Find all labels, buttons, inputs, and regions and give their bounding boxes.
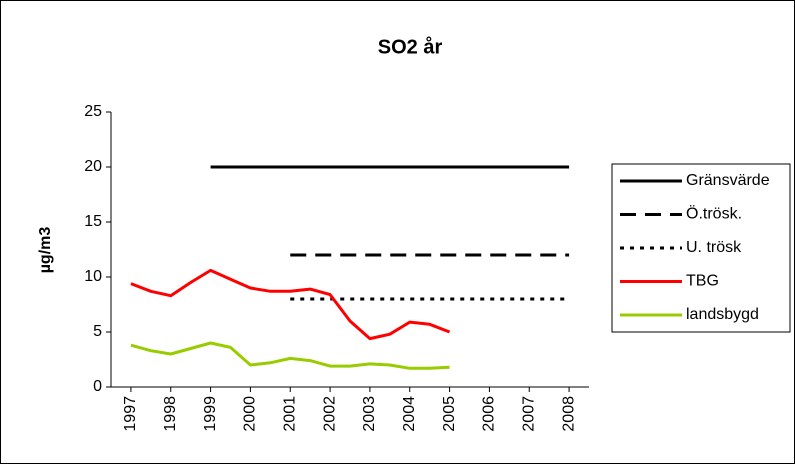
y-tick-label: 25 xyxy=(84,103,102,120)
series-line xyxy=(130,341,450,370)
y-tick-label: 10 xyxy=(84,268,102,285)
x-tick-label: 2000 xyxy=(242,396,259,432)
x-tick-label: 2001 xyxy=(281,396,298,432)
legend-label: U. trösk xyxy=(686,239,742,256)
x-tick-label: 2006 xyxy=(481,396,498,432)
x-tick-label: 1997 xyxy=(122,396,139,432)
chart-title: SO2 år xyxy=(378,35,443,58)
x-tick-label: 1999 xyxy=(202,396,219,432)
legend-label: landsbygd xyxy=(686,306,759,323)
y-axis-label: µg/m3 xyxy=(37,227,54,274)
legend-label: Gränsvärde xyxy=(686,172,770,189)
x-tick-label: 2008 xyxy=(560,396,577,432)
y-tick-label: 20 xyxy=(84,158,102,175)
legend-label: TBG xyxy=(686,273,719,290)
series-line xyxy=(130,268,451,341)
legend-label: Ö.trösk. xyxy=(686,205,742,223)
x-tick-label: 1998 xyxy=(162,396,179,432)
y-tick-label: 5 xyxy=(93,323,102,340)
y-tick-label: 0 xyxy=(93,378,102,395)
x-tick-label: 2003 xyxy=(361,396,378,432)
x-tick-label: 2005 xyxy=(441,396,458,432)
x-tick-label: 2007 xyxy=(520,396,537,432)
y-tick-label: 15 xyxy=(84,213,102,230)
x-tick-label: 2004 xyxy=(401,396,418,432)
x-tick-label: 2002 xyxy=(321,396,338,432)
